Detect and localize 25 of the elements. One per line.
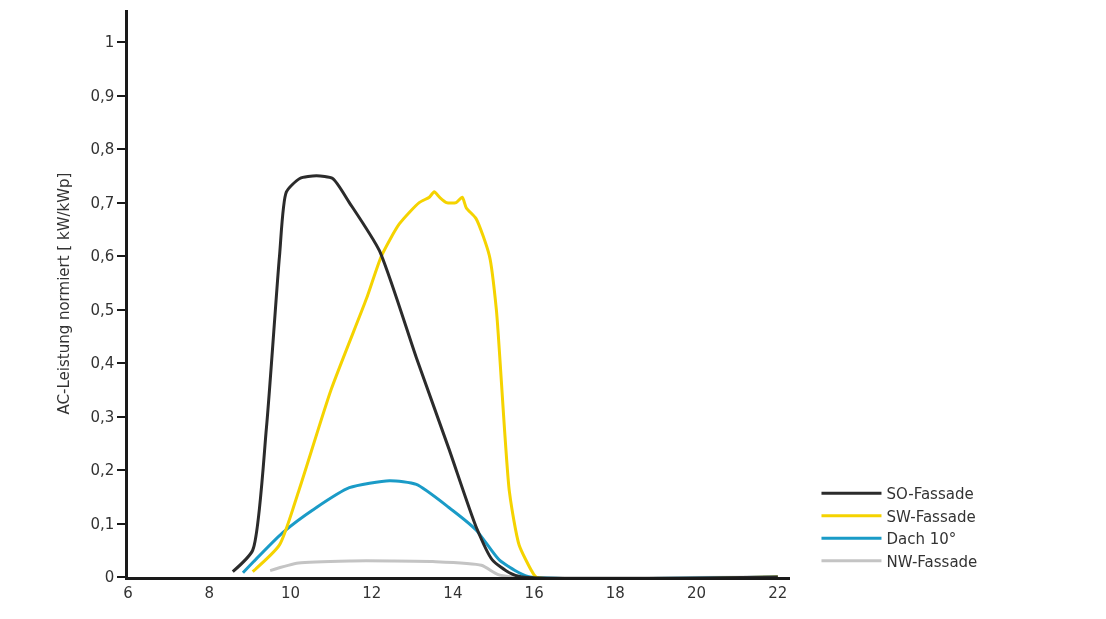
legend-label: SW-Fassade [886, 507, 976, 526]
y-tick-label: 0,9 [90, 86, 115, 105]
y-tick-label: 0,7 [90, 193, 115, 212]
legend-label: NW-Fassade [886, 552, 978, 571]
x-tick-label: 16 [524, 583, 544, 602]
y-tick-label: 0,1 [90, 514, 115, 533]
y-axis-title: AC-Leistung normiert [ kW/kWp] [54, 172, 73, 415]
y-tick-label: 0,3 [90, 407, 115, 426]
x-tick-label: 22 [768, 583, 788, 602]
x-tick-label: 8 [204, 583, 214, 602]
y-tick-label: 0,2 [90, 461, 115, 480]
x-tick-label: 6 [123, 583, 133, 602]
y-tick-label: 0,5 [90, 300, 115, 319]
x-tick-label: 10 [280, 583, 300, 602]
x-tick-label: 12 [362, 583, 382, 602]
x-tick-label: 14 [443, 583, 463, 602]
y-tick-label: 0 [104, 568, 115, 587]
y-tick-label: 0,8 [90, 140, 115, 159]
x-tick-label: 20 [687, 583, 707, 602]
legend-label: Dach 10° [886, 530, 957, 549]
y-tick-label: 0,6 [90, 247, 115, 266]
y-tick-label: 0,4 [90, 354, 115, 373]
y-tick-label: 1 [104, 33, 115, 52]
x-tick-label: 18 [605, 583, 625, 602]
legend-label: SO-Fassade [886, 485, 974, 504]
